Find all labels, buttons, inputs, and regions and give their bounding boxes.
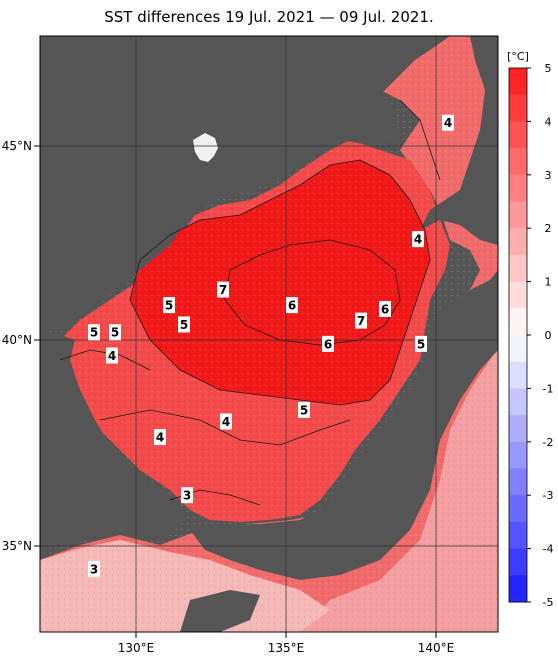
colorbar-tick-label: 4 bbox=[545, 115, 552, 128]
colorbar-unit: [°C] bbox=[507, 50, 529, 63]
lat-axis: 45°N 40°N 35°N bbox=[2, 139, 40, 553]
contour-label: 6 bbox=[286, 297, 298, 314]
lat-tick-35: 35°N bbox=[2, 539, 32, 553]
contour-label: 6 bbox=[379, 300, 391, 317]
colorbar-tick-label: -5 bbox=[543, 596, 554, 609]
contour-label: 4 bbox=[442, 114, 454, 131]
colorbar-tick-label: 1 bbox=[545, 276, 552, 289]
contour-label: 5 bbox=[88, 324, 100, 341]
colorbar: [°C] 5 4 3 2 1 0 -1 -2 -3 -4 -5 bbox=[507, 50, 553, 609]
contour-label-text: 5 bbox=[417, 337, 425, 351]
colorbar-cell bbox=[509, 281, 527, 309]
contour-label: 5 bbox=[109, 324, 121, 341]
contour-label: 5 bbox=[178, 316, 190, 333]
contour-label: 5 bbox=[298, 401, 310, 418]
lon-tick-130: 130°E bbox=[118, 641, 155, 655]
lon-axis: 130°E 135°E 140°E bbox=[118, 632, 455, 655]
colorbar-cell bbox=[509, 174, 527, 202]
contour-label: 6 bbox=[322, 335, 334, 352]
contour-label-text: 3 bbox=[90, 562, 98, 576]
colorbar-cell bbox=[509, 68, 527, 96]
contour-label-text: 5 bbox=[180, 318, 188, 332]
contour-label: 5 bbox=[415, 335, 427, 352]
contour-label-text: 3 bbox=[183, 489, 191, 503]
colorbar-cell bbox=[509, 468, 527, 496]
colorbar-cell bbox=[509, 575, 527, 603]
contour-label-text: 5 bbox=[300, 403, 308, 417]
grid-lines bbox=[40, 36, 498, 632]
korean-peninsula bbox=[40, 330, 185, 550]
contour-label: 4 bbox=[154, 429, 166, 445]
colorbar-tick-label: 5 bbox=[545, 62, 552, 75]
contour-label-text: 5 bbox=[165, 299, 173, 313]
colorbar-cell bbox=[509, 121, 527, 149]
colorbar-tick-label: -1 bbox=[543, 382, 554, 395]
lat-tick-40: 40°N bbox=[2, 333, 32, 347]
contour-label-text: 6 bbox=[288, 299, 296, 313]
contour-label: 4 bbox=[220, 413, 232, 430]
colorbar-cell bbox=[509, 228, 527, 256]
contour-label-text: 7 bbox=[357, 314, 365, 328]
lon-tick-140: 140°E bbox=[418, 641, 455, 655]
colorbar-cell bbox=[509, 415, 527, 443]
contour-label: 7 bbox=[217, 281, 229, 298]
colorbar-cell bbox=[509, 495, 527, 523]
contour-label-text: 4 bbox=[414, 233, 422, 247]
colorbar-cell bbox=[509, 388, 527, 416]
hokkaido bbox=[420, 36, 498, 245]
colorbar-tick-label: -4 bbox=[543, 543, 554, 556]
contour-label-text: 4 bbox=[222, 415, 230, 429]
contour-label-text: 4 bbox=[444, 116, 452, 130]
colorbar-tick-label: -2 bbox=[543, 436, 554, 449]
contour-label: 3 bbox=[88, 560, 100, 577]
colorbar-cell bbox=[509, 148, 527, 176]
lake-khanka bbox=[193, 133, 218, 162]
colorbar-cell bbox=[509, 335, 527, 363]
contour-label-text: 7 bbox=[219, 283, 227, 297]
colorbar-cell bbox=[509, 308, 527, 336]
colorbar-tick-label: 3 bbox=[545, 169, 552, 182]
kyushu bbox=[180, 590, 260, 632]
honshu bbox=[190, 270, 498, 580]
contour-label: 7 bbox=[355, 312, 367, 329]
contour-label: 3 bbox=[181, 487, 193, 504]
map-title: SST differences 19 Jul. 2021 — 09 Jul. 2… bbox=[104, 8, 434, 26]
contour-label: 4 bbox=[106, 347, 118, 364]
colorbar-tick-label: 0 bbox=[545, 329, 552, 342]
colorbar-cell bbox=[509, 94, 527, 122]
contour-label-text: 4 bbox=[156, 431, 164, 445]
contour-label-text: 5 bbox=[90, 326, 98, 340]
lon-tick-135: 135°E bbox=[268, 641, 305, 655]
colorbar-cell bbox=[509, 548, 527, 576]
contour-label-text: 6 bbox=[324, 337, 332, 351]
lat-tick-45: 45°N bbox=[2, 139, 32, 153]
colorbar-tick-label: -3 bbox=[543, 489, 554, 502]
contour-label-text: 4 bbox=[108, 349, 116, 363]
colorbar-cell bbox=[509, 254, 527, 283]
map-frame bbox=[39, 35, 499, 633]
colorbar-cell bbox=[509, 361, 527, 389]
colorbar-cell bbox=[509, 441, 527, 469]
contour-label: 4 bbox=[412, 231, 424, 248]
contour-label: 5 bbox=[163, 297, 175, 314]
contour-label-text: 5 bbox=[111, 326, 119, 340]
colorbar-cell bbox=[509, 201, 527, 229]
colorbar-cell bbox=[509, 521, 527, 550]
colorbar-tick-label: 2 bbox=[545, 222, 552, 235]
contour-label-text: 6 bbox=[381, 302, 389, 316]
